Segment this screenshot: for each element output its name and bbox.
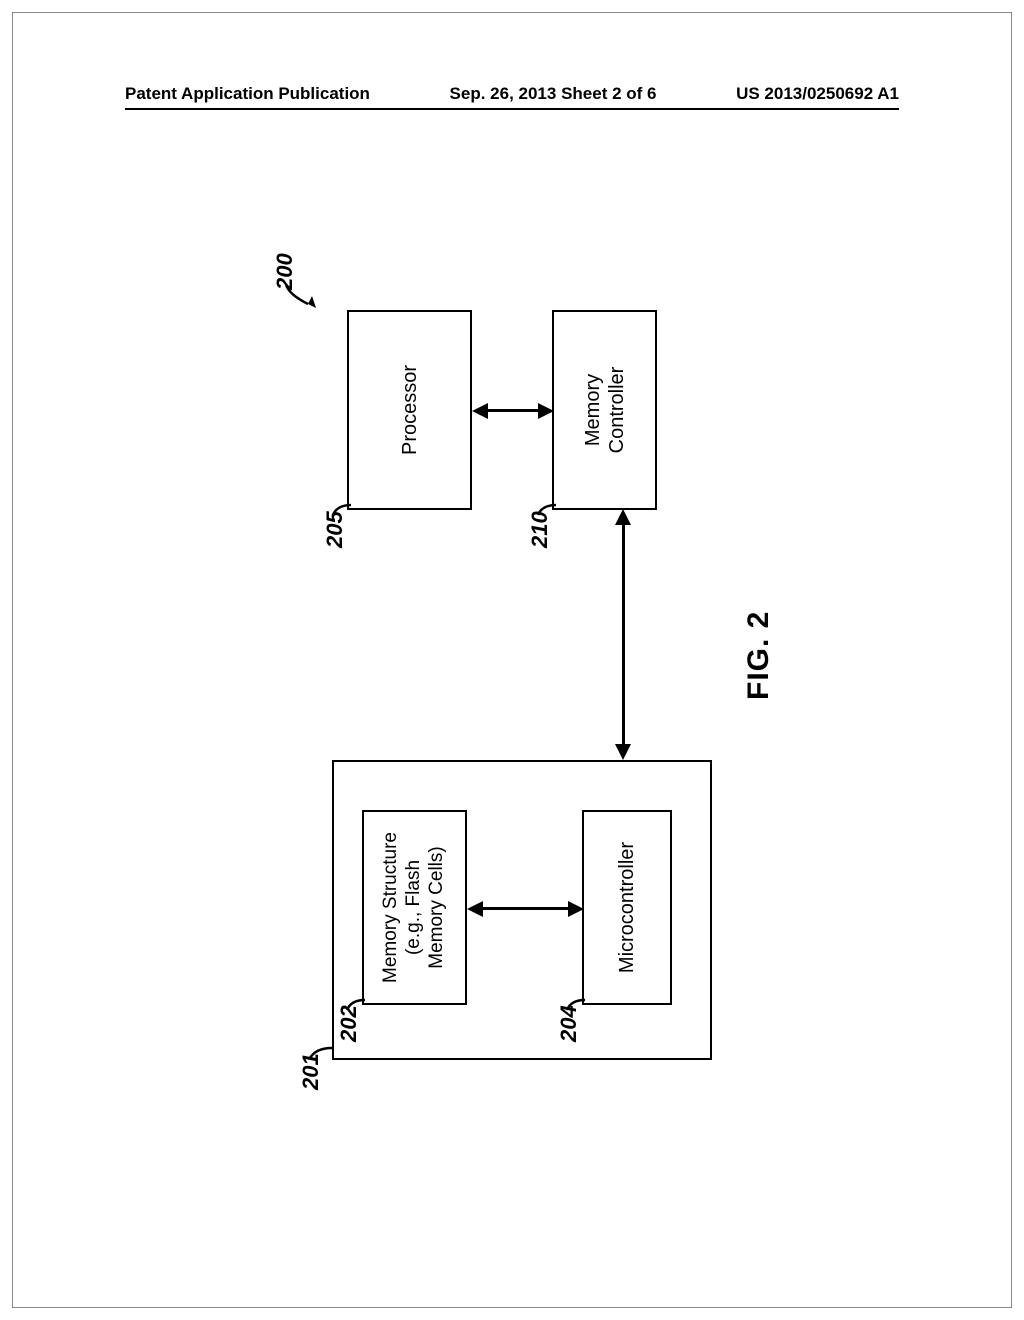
processor-text: Processor: [398, 365, 422, 455]
box-204-microcontroller: Microcontroller: [582, 810, 672, 1005]
arrowhead-up-icon: [472, 403, 488, 419]
arrow-205-210: [484, 409, 540, 412]
arrow-204-210: [622, 523, 625, 745]
page-header: Patent Application Publication Sep. 26, …: [0, 84, 1024, 104]
header-rule: [125, 108, 899, 110]
mem-struct-line2: (e.g., Flash: [403, 832, 426, 983]
arrowhead-left-icon: [615, 744, 631, 760]
microcontroller-text: Microcontroller: [615, 842, 639, 973]
header-left: Patent Application Publication: [125, 84, 370, 104]
lead-200-arrow-icon: [282, 278, 320, 312]
memctrl-line1: Memory: [581, 367, 605, 454]
lead-204: [565, 994, 589, 1020]
lead-205: [331, 499, 355, 525]
box-205-processor: Processor: [347, 310, 472, 510]
arrowhead-right-icon: [615, 509, 631, 525]
arrowhead-up-icon: [467, 901, 483, 917]
mem-struct-line1: Memory Structure: [380, 832, 403, 983]
arrowhead-down-icon: [568, 901, 584, 917]
lead-201: [308, 1040, 338, 1070]
box-210-memory-controller: Memory Controller: [552, 310, 657, 510]
header-mid: Sep. 26, 2013 Sheet 2 of 6: [450, 84, 657, 104]
lead-202: [345, 994, 369, 1020]
box-202-memory-structure: Memory Structure (e.g., Flash Memory Cel…: [362, 810, 467, 1005]
memctrl-line2: Controller: [605, 367, 629, 454]
figure-2: 201 Memory Structure (e.g., Flash Memory…: [252, 220, 772, 1100]
arrowhead-down-icon: [538, 403, 554, 419]
lead-210: [536, 499, 560, 525]
arrow-202-204: [480, 907, 570, 910]
mem-struct-line3: Memory Cells): [426, 832, 449, 983]
figure-label: FIG. 2: [742, 611, 776, 700]
header-right: US 2013/0250692 A1: [736, 84, 899, 104]
